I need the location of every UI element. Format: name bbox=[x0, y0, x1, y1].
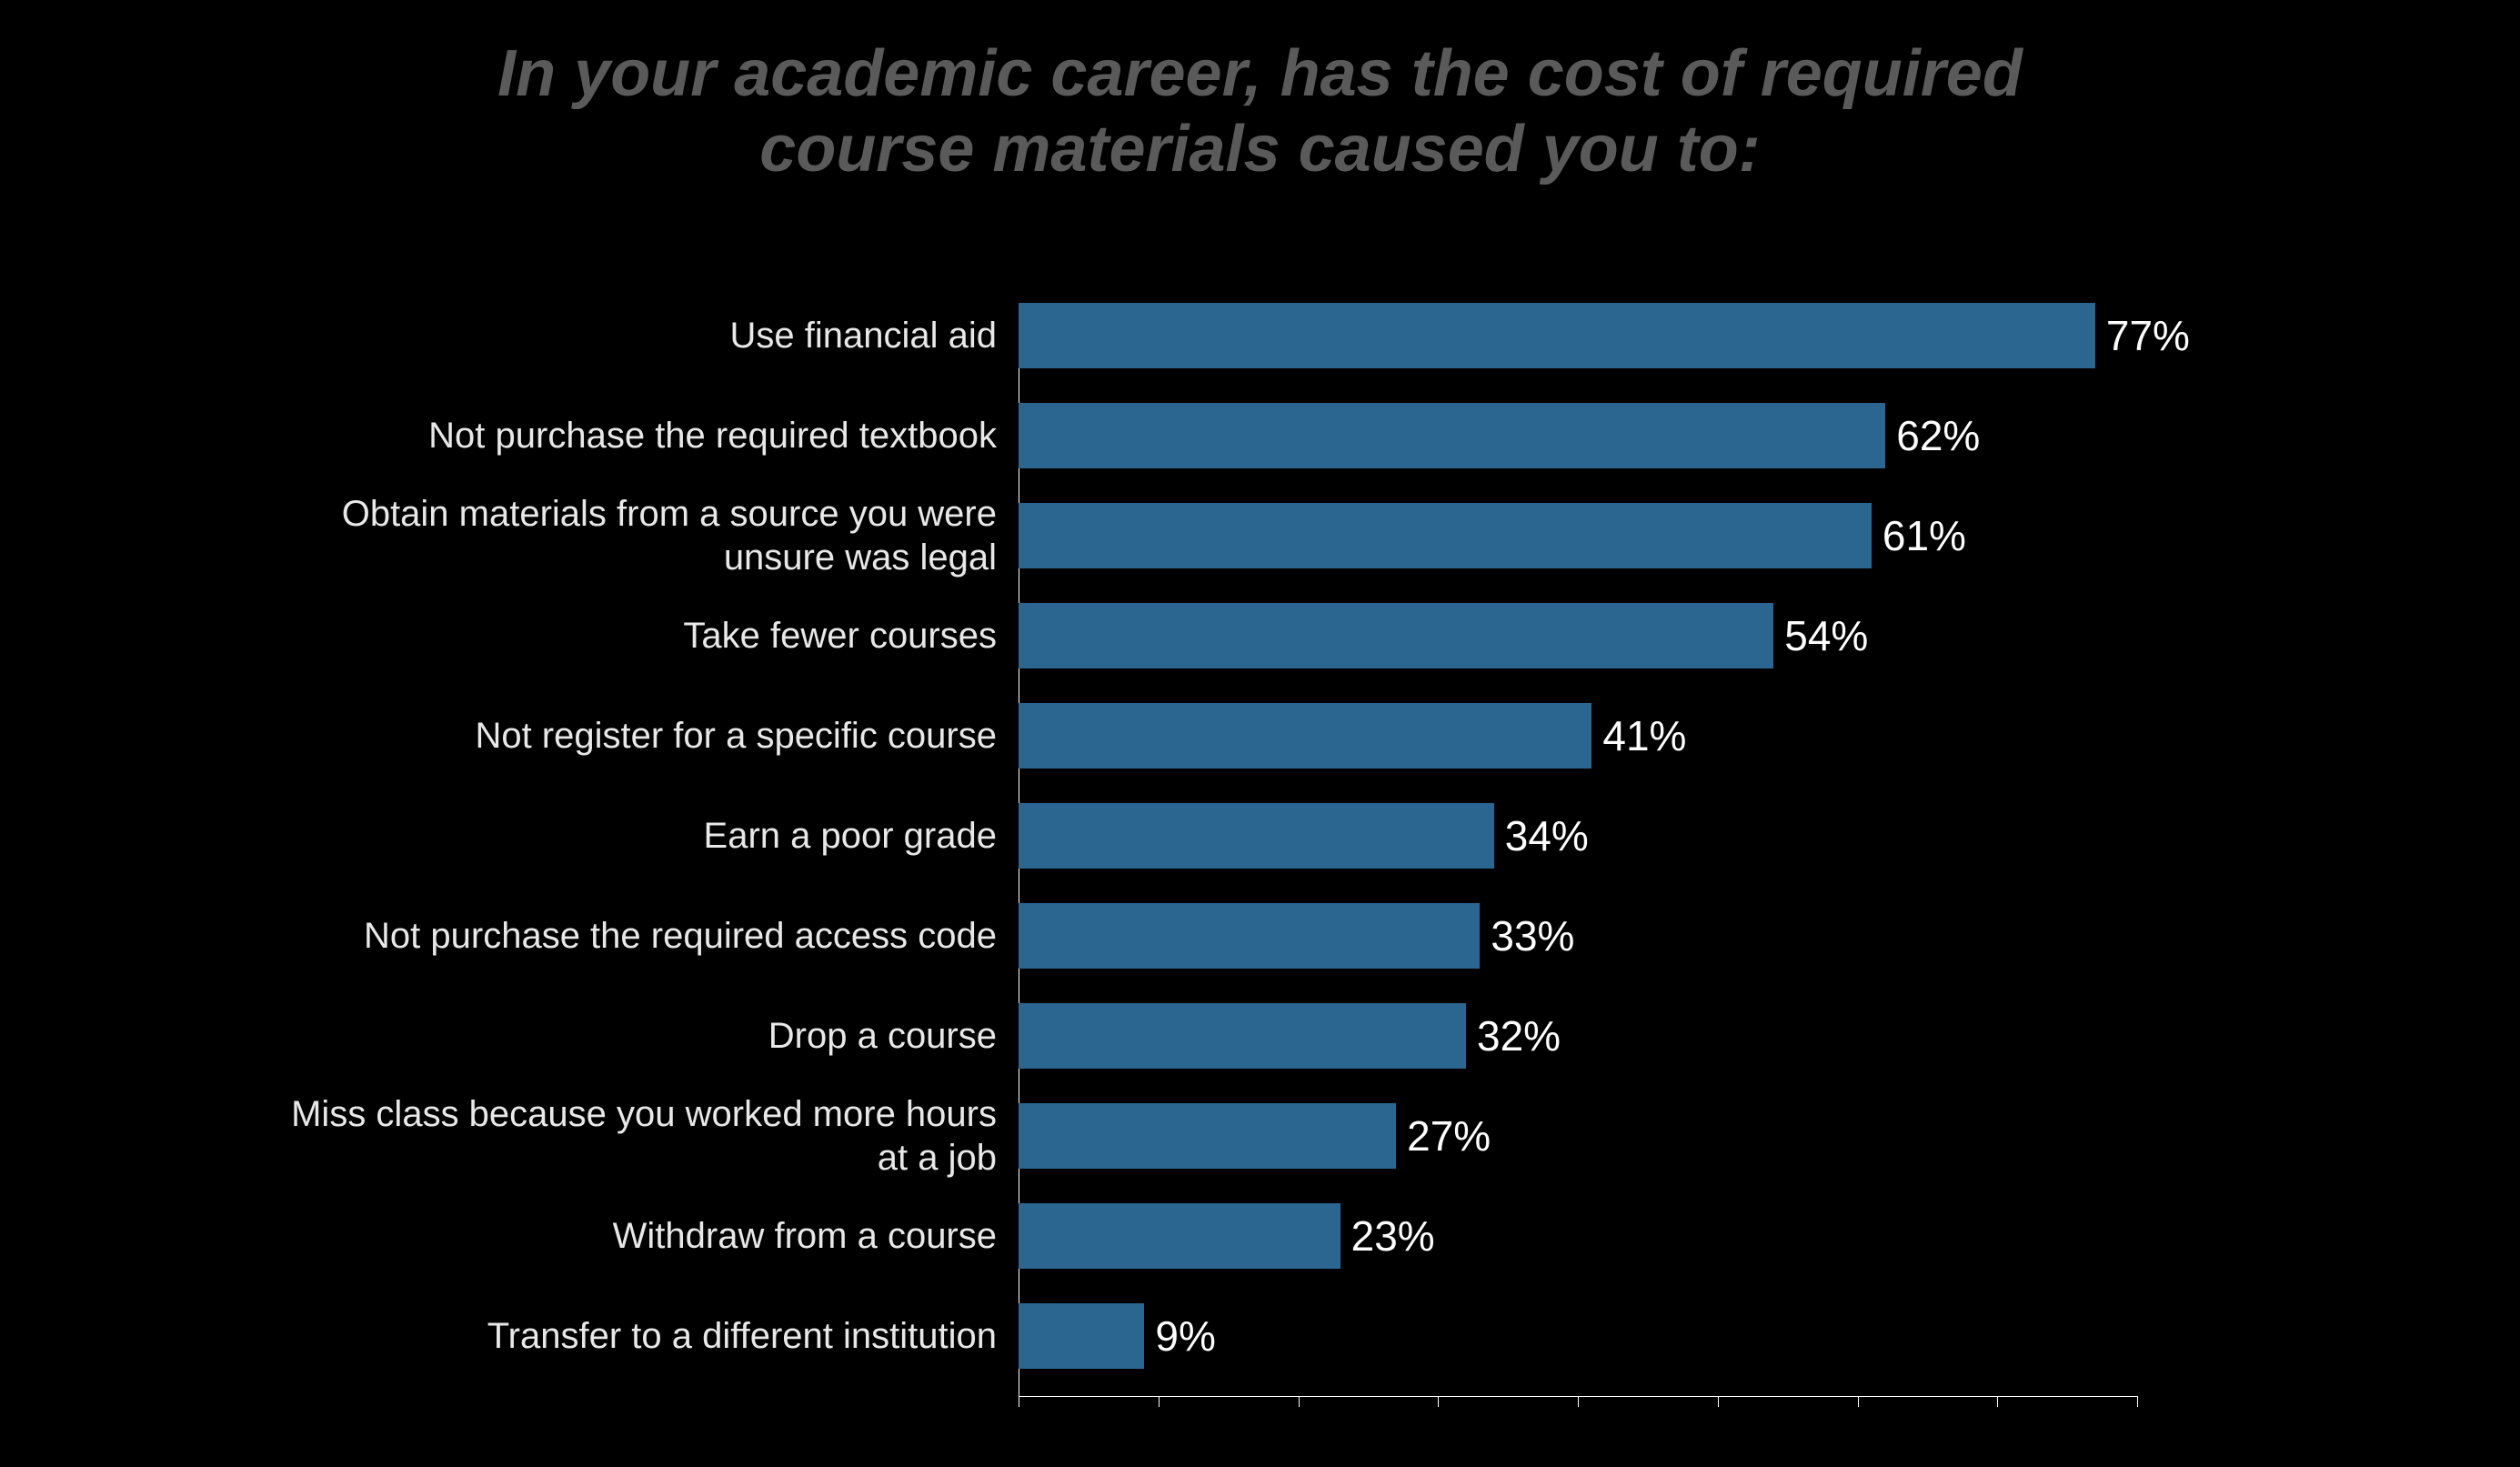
bar-chart: Use financial aid77% Not purchase the req… bbox=[1019, 303, 2137, 1396]
value-label: 77% bbox=[2095, 303, 2190, 368]
bar bbox=[1019, 303, 2095, 368]
value-label: 61% bbox=[1872, 503, 1966, 568]
value-label: 9% bbox=[1144, 1303, 1215, 1369]
value-label: 62% bbox=[1885, 403, 1980, 468]
category-label: Use financial aid bbox=[18, 303, 1019, 368]
bar bbox=[1019, 903, 1480, 969]
bar-row: Use financial aid77% bbox=[1019, 303, 2137, 368]
bar-row: Drop a course32% bbox=[1019, 1003, 2137, 1069]
bar-row: Miss class because you worked more hours… bbox=[1019, 1103, 2137, 1169]
value-label: 34% bbox=[1494, 803, 1589, 869]
bar-row: Take fewer courses54% bbox=[1019, 603, 2137, 668]
bar-row: Withdraw from a course23% bbox=[1019, 1203, 2137, 1269]
bar-row: Not purchase the required textbook62% bbox=[1019, 403, 2137, 468]
category-label: Not purchase the required access code bbox=[18, 903, 1019, 969]
category-label: Transfer to a different institution bbox=[18, 1303, 1019, 1369]
x-axis-tick bbox=[2137, 1396, 2138, 1407]
bar bbox=[1019, 403, 1885, 468]
category-label: Not register for a specific course bbox=[18, 703, 1019, 769]
x-axis-tick bbox=[1858, 1396, 1859, 1407]
x-axis-tick bbox=[1578, 1396, 1579, 1407]
bar bbox=[1019, 703, 1591, 769]
bar-row: Earn a poor grade34% bbox=[1019, 803, 2137, 869]
bar bbox=[1019, 503, 1872, 568]
chart-title: In your academic career, has the cost of… bbox=[0, 36, 2520, 187]
category-label: Earn a poor grade bbox=[18, 803, 1019, 869]
bar-row: Not purchase the required access code33% bbox=[1019, 903, 2137, 969]
value-label: 41% bbox=[1591, 703, 1686, 769]
x-axis-tick bbox=[1718, 1396, 1719, 1407]
bar-row: Transfer to a different institution9% bbox=[1019, 1303, 2137, 1369]
slide-stage: In your academic career, has the cost of… bbox=[0, 0, 2520, 1467]
value-label: 33% bbox=[1480, 903, 1574, 969]
value-label: 32% bbox=[1466, 1003, 1561, 1069]
category-label: Drop a course bbox=[18, 1003, 1019, 1069]
bar bbox=[1019, 1203, 1340, 1269]
x-axis-tick bbox=[1159, 1396, 1160, 1407]
category-label: Miss class because you worked more hours… bbox=[18, 1103, 1019, 1169]
category-label: Not purchase the required textbook bbox=[18, 403, 1019, 468]
bar bbox=[1019, 803, 1494, 869]
x-axis-tick bbox=[1438, 1396, 1439, 1407]
category-label: Take fewer courses bbox=[18, 603, 1019, 668]
bar bbox=[1019, 1103, 1396, 1169]
bar bbox=[1019, 1303, 1144, 1369]
value-label: 54% bbox=[1773, 603, 1868, 668]
value-label: 23% bbox=[1340, 1203, 1435, 1269]
category-label: Withdraw from a course bbox=[18, 1203, 1019, 1269]
category-label: Obtain materials from a source you were … bbox=[18, 503, 1019, 568]
bar bbox=[1019, 603, 1773, 668]
bar bbox=[1019, 1003, 1466, 1069]
value-label: 27% bbox=[1396, 1103, 1491, 1169]
x-axis-tick bbox=[1299, 1396, 1300, 1407]
bar-row: Obtain materials from a source you were … bbox=[1019, 503, 2137, 568]
x-axis-tick bbox=[1997, 1396, 1998, 1407]
bar-row: Not register for a specific course41% bbox=[1019, 703, 2137, 769]
